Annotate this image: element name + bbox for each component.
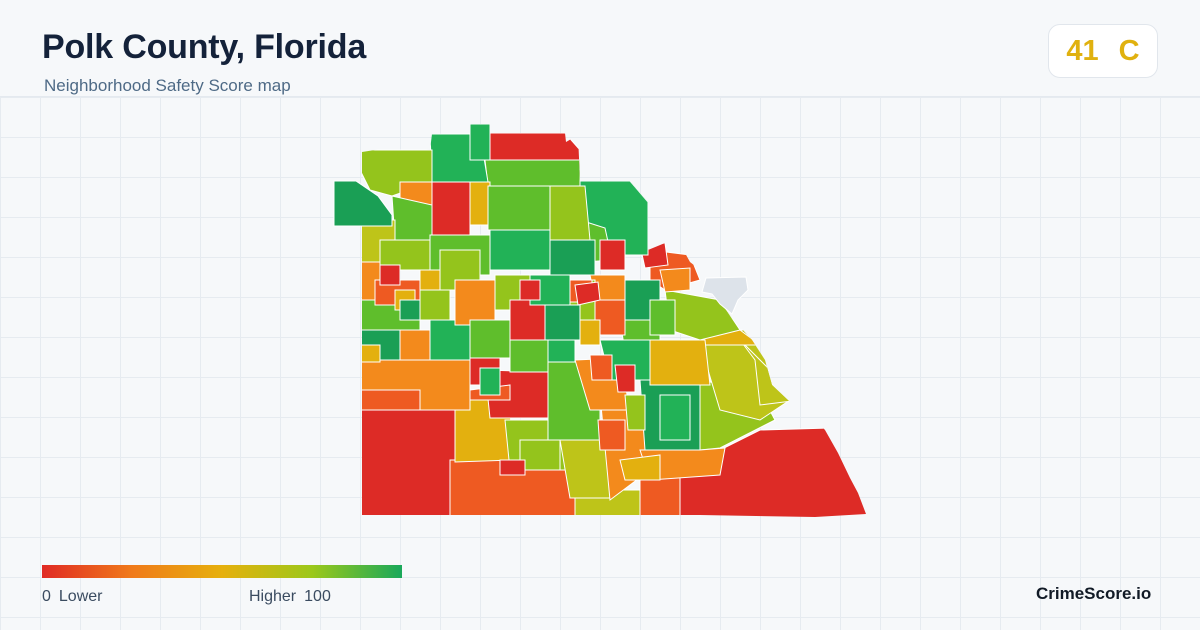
map-region[interactable] (519, 279, 541, 301)
map-region[interactable] (399, 329, 431, 361)
map-region[interactable] (649, 339, 711, 386)
map-region[interactable] (419, 289, 451, 321)
score-value: 41 (1066, 34, 1099, 67)
map-region[interactable] (499, 459, 526, 476)
map-region-northwest (333, 180, 393, 227)
header: Polk County, Florida Neighborhood Safety… (0, 0, 1200, 97)
map-region[interactable] (469, 319, 511, 359)
map-region[interactable] (419, 269, 441, 291)
map-region[interactable] (431, 181, 471, 236)
map-region[interactable] (360, 344, 381, 363)
map-region[interactable] (454, 279, 496, 326)
map-region[interactable] (360, 389, 421, 411)
map-region[interactable] (429, 319, 471, 361)
brand-logo-text[interactable]: CrimeScore.io (1036, 584, 1152, 603)
legend-low-label: 0 Lower (42, 588, 102, 606)
map-region[interactable] (469, 181, 491, 226)
map-region[interactable] (679, 427, 880, 530)
legend-max-value: 100 (304, 588, 331, 605)
map-region[interactable] (549, 239, 596, 276)
map-region[interactable] (574, 281, 601, 306)
map-region[interactable] (649, 299, 676, 336)
map-region[interactable] (399, 299, 421, 321)
map-region[interactable] (489, 229, 551, 271)
page-title: Polk County, Florida (42, 28, 367, 66)
map-region[interactable] (479, 367, 501, 396)
legend-min-value: 0 (42, 588, 51, 605)
score-grade: C (1118, 34, 1140, 67)
map-region-no-data (701, 276, 749, 315)
map-region[interactable] (659, 394, 691, 441)
map-region[interactable] (579, 319, 601, 346)
map-regions (340, 124, 880, 530)
map-region[interactable] (599, 239, 626, 271)
map-region[interactable] (614, 364, 636, 393)
map-region[interactable] (624, 394, 646, 431)
map-region[interactable] (619, 454, 661, 481)
map-region[interactable] (469, 124, 491, 161)
score-badge: 41 C (1048, 24, 1158, 78)
map-region[interactable] (544, 304, 581, 341)
legend-min-text: Lower (58, 588, 103, 605)
page-subtitle: Neighborhood Safety Score map (44, 76, 291, 95)
map-region[interactable] (379, 264, 401, 286)
legend-gradient-bar (42, 565, 402, 578)
map-region[interactable] (589, 354, 613, 381)
map-region[interactable] (519, 439, 561, 471)
map-region[interactable] (484, 159, 581, 187)
map-region[interactable] (509, 299, 546, 341)
map-region[interactable] (509, 339, 549, 373)
map-region[interactable] (597, 419, 626, 451)
map-region[interactable] (340, 399, 461, 530)
map-region[interactable] (547, 339, 576, 363)
legend-high-label: Higher 100 (249, 588, 331, 606)
map-region[interactable] (487, 185, 551, 231)
legend-max-text: Higher (249, 588, 297, 605)
map-region[interactable] (659, 267, 691, 293)
map-region[interactable] (549, 185, 591, 241)
